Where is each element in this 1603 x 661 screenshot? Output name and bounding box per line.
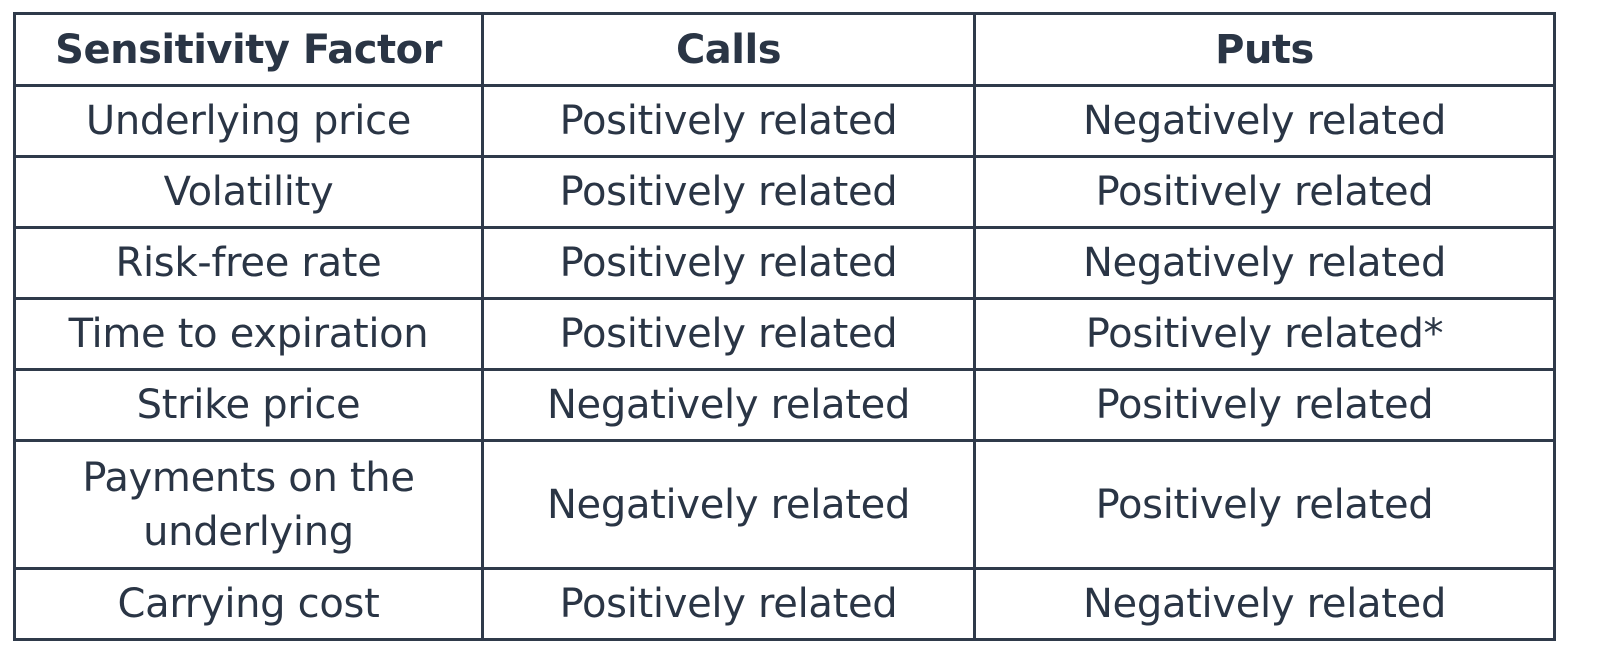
table-row: Carrying cost Positively related Negativ… [13, 567, 1556, 641]
factor-cell: Underlying price [13, 84, 484, 158]
table-row: Time to expiration Positively related Po… [13, 297, 1556, 371]
header-sensitivity-factor: Sensitivity Factor [13, 12, 484, 87]
table-row: Underlying price Positively related Nega… [13, 84, 1556, 158]
table-row: Payments on the underlying Negatively re… [13, 439, 1556, 570]
calls-cell: Negatively related [481, 368, 976, 442]
calls-cell: Negatively related [481, 439, 976, 570]
puts-cell: Negatively related [973, 226, 1556, 300]
sensitivity-table-container: Sensitivity Factor Calls Puts Underlying… [13, 12, 1556, 641]
factor-cell: Payments on the underlying [13, 439, 484, 570]
factor-cell: Volatility [13, 155, 484, 229]
factor-cell: Carrying cost [13, 567, 484, 641]
header-puts: Puts [973, 12, 1556, 87]
calls-cell: Positively related [481, 297, 976, 371]
factor-cell: Risk-free rate [13, 226, 484, 300]
puts-cell: Positively related [973, 368, 1556, 442]
table-row: Strike price Negatively related Positive… [13, 368, 1556, 442]
calls-cell: Positively related [481, 226, 976, 300]
puts-cell: Positively related [973, 439, 1556, 570]
puts-cell: Negatively related [973, 567, 1556, 641]
table-header-row: Sensitivity Factor Calls Puts [13, 12, 1556, 87]
calls-cell: Positively related [481, 155, 976, 229]
table-row: Risk-free rate Positively related Negati… [13, 226, 1556, 300]
calls-cell: Positively related [481, 567, 976, 641]
calls-cell: Positively related [481, 84, 976, 158]
puts-cell: Positively related [973, 155, 1556, 229]
puts-cell: Positively related* [973, 297, 1556, 371]
sensitivity-table: Sensitivity Factor Calls Puts Underlying… [13, 12, 1556, 641]
table-row: Volatility Positively related Positively… [13, 155, 1556, 229]
factor-cell: Strike price [13, 368, 484, 442]
factor-cell: Time to expiration [13, 297, 484, 371]
header-calls: Calls [481, 12, 976, 87]
puts-cell: Negatively related [973, 84, 1556, 158]
